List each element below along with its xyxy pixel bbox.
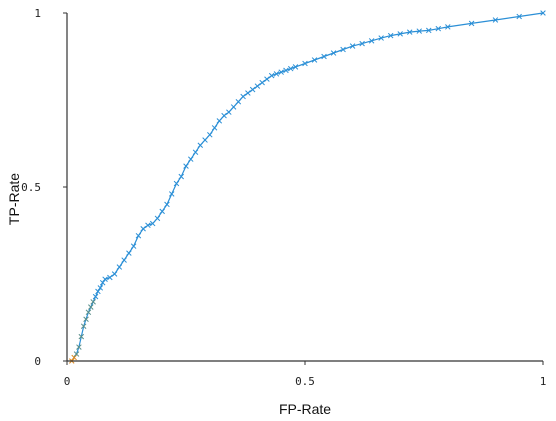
roc-point [226, 109, 232, 115]
roc-point [92, 293, 99, 300]
roc-point [368, 38, 375, 44]
roc-point [202, 137, 208, 143]
roc-point [492, 17, 499, 23]
roc-point [359, 40, 365, 47]
roc-point [71, 354, 77, 361]
x-axis-title: FP-Rate [279, 401, 331, 417]
roc-point [130, 243, 137, 249]
roc-point [121, 257, 127, 263]
roc-point [245, 90, 251, 96]
roc-point [90, 299, 96, 305]
roc-point [188, 156, 194, 162]
roc-point [73, 351, 80, 357]
plot-area [69, 10, 546, 364]
roc-point [330, 50, 337, 56]
roc-point [192, 149, 199, 155]
roc-point [111, 271, 118, 277]
roc-point [221, 112, 227, 119]
roc-point [254, 83, 261, 89]
roc-point [211, 125, 218, 131]
roc-point [249, 86, 256, 93]
roc-point [259, 79, 265, 86]
roc-point [183, 163, 189, 169]
roc-point [149, 220, 156, 227]
roc-point [97, 285, 104, 291]
roc-point [207, 132, 213, 138]
roc-point [302, 60, 308, 67]
roc-point [516, 13, 522, 20]
roc-point [349, 43, 356, 49]
x-tick-label: 0.5 [295, 375, 315, 388]
roc-point [230, 104, 237, 110]
roc-point [88, 304, 94, 310]
roc-point [283, 67, 289, 74]
roc-point [76, 344, 82, 350]
y-tick-label: 0.5 [21, 181, 41, 194]
roc-point [216, 118, 223, 124]
roc-point [164, 201, 170, 208]
x-tick-label: 0 [64, 375, 71, 388]
roc-point [159, 208, 165, 215]
y-tick-label: 1 [34, 7, 41, 20]
roc-point [268, 72, 275, 79]
roc-point [102, 276, 108, 282]
roc-point [321, 53, 327, 60]
roc-point [278, 69, 284, 75]
roc-point [426, 27, 432, 34]
roc-point [173, 180, 180, 187]
roc-point [273, 71, 280, 77]
roc-point [468, 20, 475, 27]
roc-point [145, 222, 151, 229]
y-tick-label: 0 [34, 355, 41, 368]
roc-point [83, 316, 89, 322]
tick-layer: 0 0.5 1 0 0.5 1 [21, 7, 546, 388]
roc-point [80, 323, 87, 329]
roc-point [85, 309, 92, 316]
roc-point [406, 29, 413, 35]
roc-point [235, 98, 242, 105]
roc-point [378, 35, 384, 41]
x-tick-label: 1 [540, 375, 547, 388]
roc-point [397, 31, 403, 37]
roc-point [445, 24, 451, 30]
roc-point [240, 93, 246, 100]
roc-point [78, 333, 85, 340]
roc-point [292, 64, 299, 70]
roc-point [287, 65, 294, 72]
roc-point [178, 173, 184, 180]
roc-point [126, 250, 132, 256]
roc-point [107, 274, 113, 281]
roc-point [168, 191, 175, 197]
roc-point [99, 279, 106, 286]
roc-point [540, 10, 546, 16]
roc-point [95, 288, 101, 295]
roc-point [340, 46, 346, 53]
roc-point [387, 32, 394, 39]
roc-point [416, 28, 422, 34]
roc-point [140, 226, 146, 232]
roc-point [435, 25, 442, 32]
roc-point [311, 57, 318, 63]
roc-point [135, 232, 142, 239]
roc-point [264, 76, 270, 82]
y-axis-title: TP-Rate [6, 173, 22, 225]
roc-point [154, 215, 161, 222]
roc-point [197, 142, 204, 148]
roc-point [116, 264, 123, 270]
